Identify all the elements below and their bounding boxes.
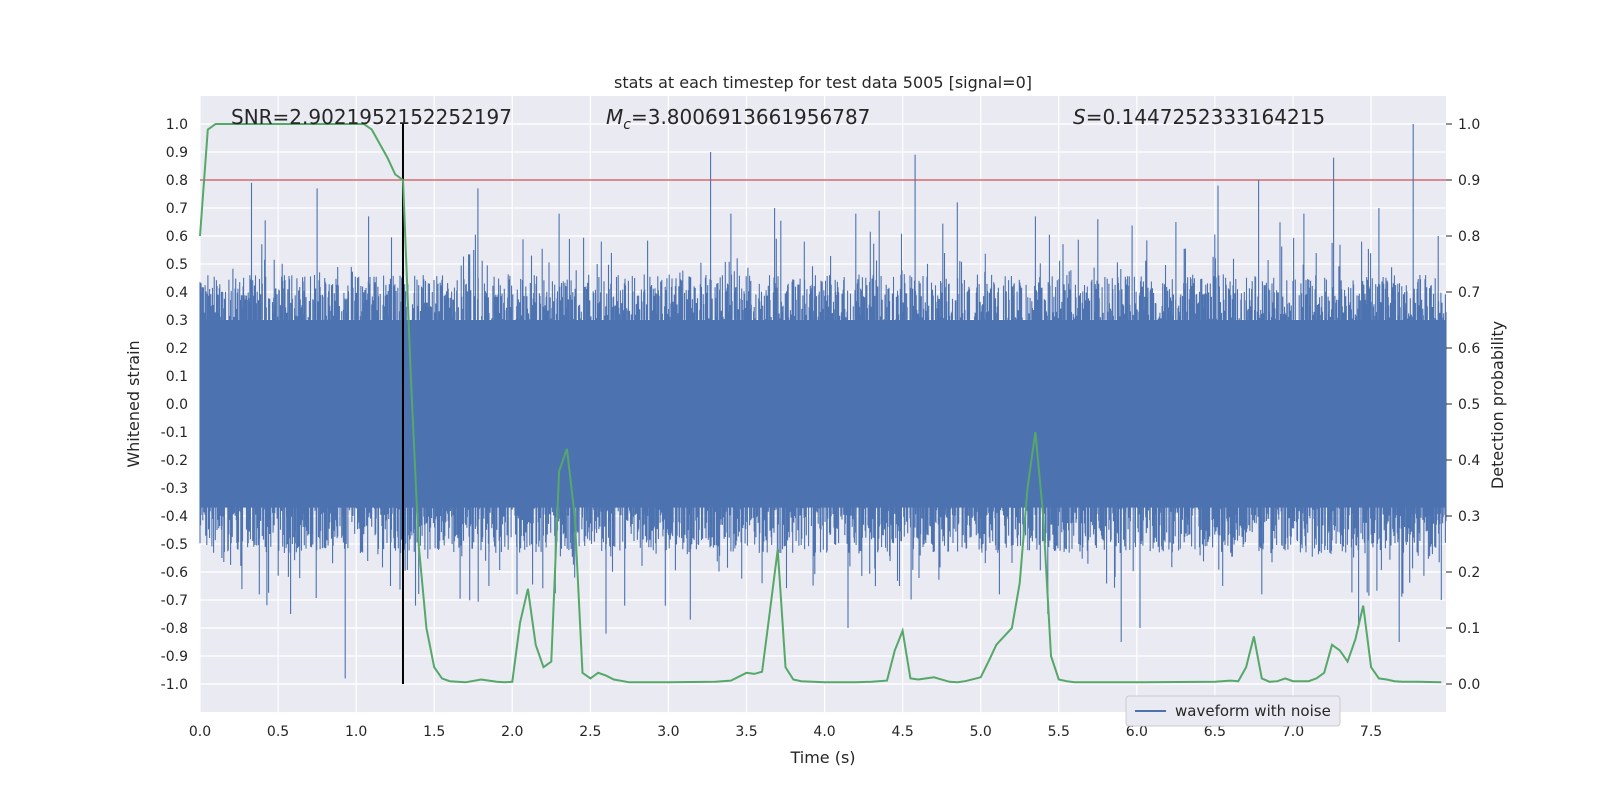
y2-tick-label: 0.4 [1458,453,1480,469]
y-tick-label: -0.8 [161,621,188,637]
chart-title: stats at each timestep for test data 500… [614,73,1032,92]
y-tick-label: 0.7 [166,201,188,217]
waveform-core-band [200,320,1446,508]
x-tick-label: 5.0 [970,724,992,740]
y2-tick-label: 0.3 [1458,509,1480,525]
y-tick-label: -0.6 [161,565,188,581]
legend-box [1125,695,1341,727]
x-tick-label: 7.0 [1282,724,1304,740]
y-ticks-left: 1.0 0.9 0.8 0.7 0.6 0.5 0.4 0.3 0.2 0.1 0.0 -0.1 -0.… [161,117,188,693]
y-tick-label: -1.0 [161,677,188,693]
y2-tick-label: 0.7 [1458,285,1480,301]
y2-tick-label: 0.1 [1458,621,1480,637]
y2-tick-label: 0.6 [1458,341,1480,357]
y-tick-label: -0.5 [161,537,188,553]
chirp-mass-annotation: Mc=3.8006913661956787 [606,105,870,133]
y2-tick-label: 0.9 [1458,173,1480,189]
y-tick-label: 0.6 [166,229,188,245]
y-tick-label: -0.4 [161,509,188,525]
detection-probability-line [199,123,1442,684]
snr-annotation: SNR=2.9021952152252197 [231,105,512,129]
waveform-series [199,124,1447,679]
y-axis-label: Whitened strain [124,340,143,467]
x-tick-label: 3.0 [657,724,679,740]
x-tick-label: 5.5 [1048,724,1070,740]
x-tick-label: 4.5 [891,724,913,740]
legend: waveform with noise [1125,695,1341,727]
x-tick-label: 2.5 [579,724,601,740]
x-ticks: 0.0 0.5 1.0 1.5 2.0 2.5 3.0 3.5 4.0 4.5 5.0 5.5 6.0 6… [189,724,1382,740]
chirp-mass-symbol: M [606,105,623,129]
y-tick-label: 0.1 [166,369,188,385]
s-annotation: S=0.1447252333164215 [1073,105,1325,129]
x-tick-label: 1.5 [423,724,445,740]
x-tick-label: 1.0 [345,724,367,740]
y2-tick-label: 0.2 [1458,565,1480,581]
x-tick-label: 4.0 [813,724,835,740]
x-tick-label: 2.0 [501,724,523,740]
y2-tick-label: 0.0 [1458,677,1480,693]
y-tick-label: 0.3 [166,313,188,329]
legend-label-waveform: waveform with noise [1175,702,1331,720]
chirp-mass-subscript: c [623,117,631,133]
y-tick-label: -0.9 [161,649,188,665]
x-tick-label: 0.5 [267,724,289,740]
y2-tick-label: 0.8 [1458,229,1480,245]
chirp-mass-value: =3.8006913661956787 [631,105,870,129]
y-tick-label: 0.4 [166,285,188,301]
x-tick-label: 7.5 [1360,724,1382,740]
y-tick-label: 0.9 [166,145,188,161]
x-tick-label: 0.0 [189,724,211,740]
y-tick-label: 0.0 [166,397,188,413]
y-tick-label: -0.2 [161,453,188,469]
x-tick-label: 3.5 [735,724,757,740]
x-tick-label: 6.0 [1126,724,1148,740]
y-tick-label: 0.2 [166,341,188,357]
y2-tick-label: 1.0 [1458,117,1480,133]
y2-axis-label: Detection probability [1488,321,1507,489]
y-tick-label: -0.1 [161,425,188,441]
y-tick-label: 0.5 [166,257,188,273]
y-tick-label: 0.8 [166,173,188,189]
y2-tick-label: 0.5 [1458,397,1480,413]
y-ticks-right: 1.0 0.9 0.8 0.7 0.6 0.5 0.4 0.3 0.2 0.1 0.0 [1446,117,1480,693]
s-symbol: S [1073,105,1086,129]
y-tick-label: -0.7 [161,593,188,609]
y-tick-label: 1.0 [166,117,188,133]
x-tick-label: 6.5 [1204,724,1226,740]
s-value: =0.1447252333164215 [1086,105,1325,129]
y-tick-label: -0.3 [161,481,188,497]
x-axis-label: Time (s) [789,748,855,767]
